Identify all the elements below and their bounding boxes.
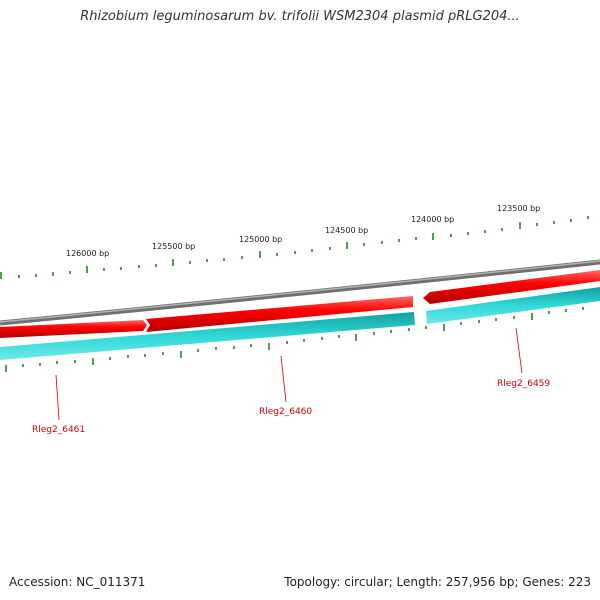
map-title: Rhizobium leguminosarum bv. trifolii WSM… xyxy=(80,9,520,24)
gene-arrow-rleg2-6460[interactable] xyxy=(146,296,413,332)
gene-arrow-rleg2-6459[interactable] xyxy=(423,270,600,304)
gene-label-rleg2-6459[interactable]: Rleg2_6459 xyxy=(497,379,550,389)
forward-strand-track xyxy=(0,270,600,338)
ruler-label-123500: 123500 bp xyxy=(497,204,540,213)
gene-arrow-rleg2-6461[interactable] xyxy=(0,320,147,338)
backbone-track xyxy=(0,259,600,326)
leader-rleg2-6460 xyxy=(280,355,287,403)
gene-label-rleg2-6461[interactable]: Rleg2_6461 xyxy=(32,425,85,435)
reverse-segment-right xyxy=(426,287,600,324)
leader-rleg2-6459 xyxy=(515,327,523,374)
ruler-label-124000: 124000 bp xyxy=(411,215,454,224)
topology-summary: Topology: circular; Length: 257,956 bp; … xyxy=(284,575,591,589)
ruler-label-124500: 124500 bp xyxy=(325,226,368,235)
reverse-strand-track xyxy=(0,287,600,360)
ruler-label-126000: 126000 bp xyxy=(66,249,109,258)
reverse-segment-left xyxy=(0,312,415,360)
gene-label-leaders xyxy=(55,327,523,421)
gene-label-rleg2-6460[interactable]: Rleg2_6460 xyxy=(259,407,312,417)
ruler-label-125500: 125500 bp xyxy=(152,242,195,251)
leader-rleg2-6461 xyxy=(55,374,60,421)
outer-ruler-ticks xyxy=(0,216,589,279)
accession-text: Accession: NC_011371 xyxy=(9,575,146,589)
ruler-label-125000: 125000 bp xyxy=(239,235,282,244)
inner-ruler-ticks xyxy=(5,307,584,372)
